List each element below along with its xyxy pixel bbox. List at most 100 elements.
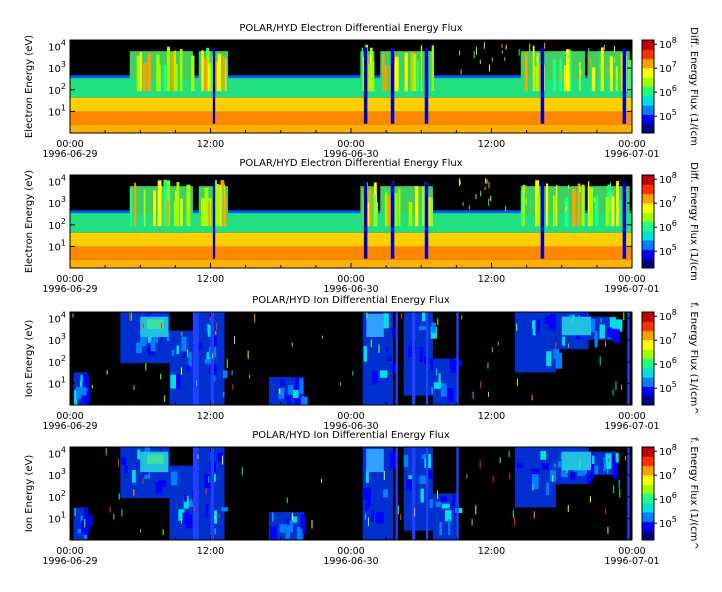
y-tick-base: 10 <box>48 43 61 54</box>
ion-flux-patch <box>426 470 433 479</box>
flux-streak <box>200 197 204 227</box>
ion-hotspot <box>366 313 384 338</box>
ion-flux-patch <box>279 524 287 533</box>
ion-dash <box>552 475 554 482</box>
colorbar-segment <box>642 177 654 181</box>
colorbar-tick-exponent: 6 <box>672 491 677 500</box>
flux-streak <box>134 182 137 227</box>
ion-dash <box>479 460 481 469</box>
flux-dot <box>490 195 492 201</box>
y-tick-base: 10 <box>48 242 61 253</box>
ion-flux-patch <box>204 359 212 364</box>
colorbar-segment <box>642 200 654 204</box>
colorbar-segment <box>642 77 654 81</box>
flux-dot <box>473 51 475 59</box>
ion-dash <box>181 518 183 524</box>
colorbar-tick-base: 10 <box>659 471 672 482</box>
y-axis-label: Electron Energy (eV) <box>24 170 35 273</box>
flux-streak <box>431 45 434 92</box>
colorbar-tick-base: 10 <box>659 519 672 530</box>
colorbar-segment <box>642 58 654 62</box>
flux-dot <box>614 57 616 63</box>
ion-dash <box>499 457 501 463</box>
colorbar-segment <box>642 512 654 515</box>
ion-dash <box>339 381 341 387</box>
ion-streak <box>627 312 630 405</box>
flux-streak <box>620 52 624 92</box>
data-gap <box>424 182 429 259</box>
flux-dot <box>567 184 569 189</box>
ion-flux-patch <box>76 386 82 399</box>
flux-dot <box>459 180 461 185</box>
flux-dot <box>536 56 538 62</box>
colorbar-segment <box>642 198 654 202</box>
ion-dash <box>400 313 402 319</box>
flux-streak <box>524 52 528 92</box>
ion-dash <box>117 458 119 468</box>
ion-flux-patch <box>609 317 616 330</box>
colorbar-tick-label: 108 <box>659 308 677 323</box>
spectrogram-panel-1: POLAR/HYD Electron Differential Energy F… <box>24 23 699 160</box>
y-tick-base: 10 <box>48 86 61 97</box>
colorbar-segment <box>642 221 654 225</box>
y-tick-base: 10 <box>48 379 61 390</box>
colorbar-tick-base: 10 <box>659 247 672 258</box>
ion-flux-patch <box>542 463 549 470</box>
colorbar-tick-exponent: 6 <box>672 84 677 93</box>
ion-dash <box>532 484 534 491</box>
ion-streak <box>456 312 459 405</box>
x-tick-date: 1996-06-30 <box>323 556 378 567</box>
flux-streak <box>420 45 423 92</box>
colorbar-tick-label: 105 <box>659 515 677 530</box>
flux-dot <box>559 73 561 81</box>
ion-dash <box>566 468 568 473</box>
flux-streak <box>222 55 225 92</box>
flux-streak <box>142 62 147 92</box>
colorbar-label: f. Energy Flux (1/(cm^ <box>688 437 699 549</box>
y-tick-label: 101 <box>48 510 66 525</box>
flux-dot <box>609 202 611 211</box>
data-gap <box>363 47 368 124</box>
colorbar-segment <box>642 458 654 462</box>
colorbar-segment <box>642 100 654 104</box>
ion-flux-patch <box>433 382 441 389</box>
colorbar-segment <box>642 84 654 87</box>
ion-flux-patch <box>445 505 452 522</box>
y-tick-label: 104 <box>48 39 66 54</box>
ion-dash <box>555 342 557 348</box>
ion-dash <box>567 505 569 513</box>
x-tick-date: 1996-07-01 <box>604 421 659 432</box>
ion-streak <box>425 447 429 540</box>
ion-dash <box>180 367 182 375</box>
ion-dash <box>232 384 234 390</box>
colorbar-tick-exponent: 7 <box>672 60 677 69</box>
flux-dot <box>553 60 555 67</box>
ion-flux-patch <box>181 336 187 352</box>
colorbar-tick-label: 107 <box>659 332 677 347</box>
flux-dot <box>608 186 610 191</box>
x-tick-date: 1996-07-01 <box>604 284 659 295</box>
flux-streak <box>136 55 140 92</box>
x-tick-date: 1996-06-30 <box>323 421 378 432</box>
flux-dot <box>578 202 580 210</box>
ion-flux-patch <box>140 335 147 347</box>
flux-streak <box>394 193 398 227</box>
ion-flux-patch <box>166 332 171 341</box>
colorbar-segment <box>642 470 654 474</box>
ion-dash <box>608 458 610 463</box>
flux-dot <box>544 42 546 49</box>
ion-dash <box>512 510 514 518</box>
ion-flux-patch <box>549 313 557 330</box>
flux-dot <box>607 67 609 73</box>
ion-flux-patch <box>532 320 536 336</box>
colorbar-segment <box>642 186 654 190</box>
flux-streak <box>429 197 433 227</box>
ion-flux-patch <box>150 340 156 352</box>
ion-dash <box>383 471 385 480</box>
colorbar-segment <box>642 495 654 499</box>
ion-flux-patch <box>183 495 189 509</box>
colorbar-segment <box>642 70 654 74</box>
ion-flux-patch <box>87 524 90 533</box>
colorbar-segment <box>642 240 654 243</box>
flux-streak <box>426 196 430 227</box>
